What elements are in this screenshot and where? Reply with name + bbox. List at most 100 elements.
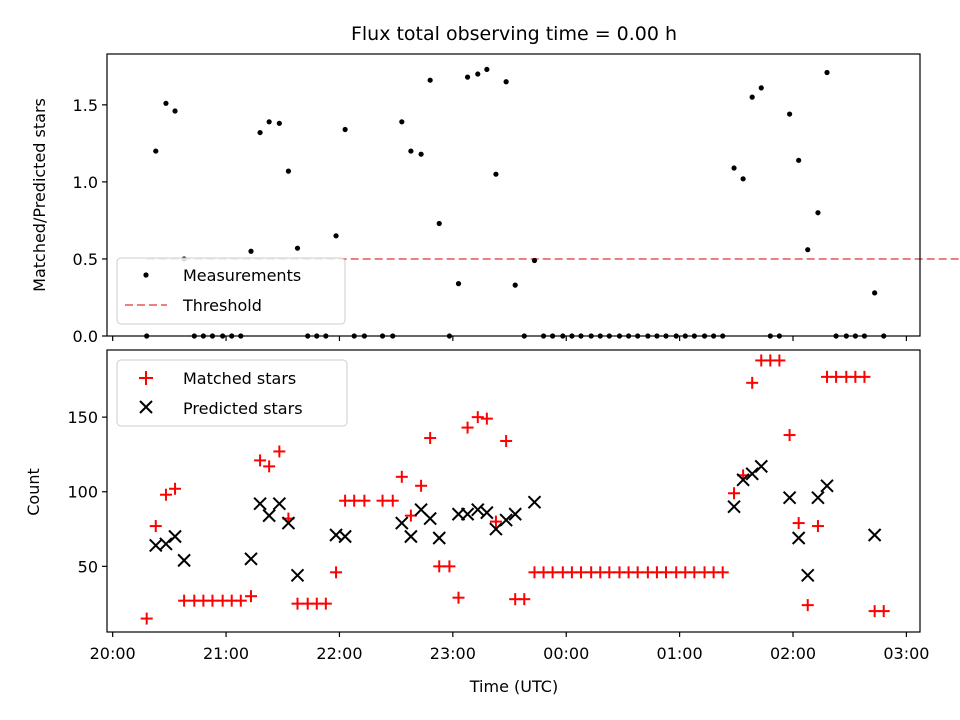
matched-star-point <box>801 599 814 612</box>
matched-star-point <box>783 429 796 442</box>
predicted-star-point <box>811 491 825 505</box>
matched-star-point <box>773 354 786 367</box>
matched-star-point <box>348 494 361 507</box>
measurement-point <box>408 148 414 154</box>
matched-star-point <box>792 517 805 530</box>
measurement-point <box>872 290 878 296</box>
matched-star-point <box>746 376 759 389</box>
measurement-point <box>436 220 442 227</box>
matched-star-point <box>811 520 824 533</box>
matched-star-point <box>319 597 332 610</box>
top-y-axis-label: Matched/Predicted stars <box>30 98 49 292</box>
top-plot-frame <box>106 53 921 337</box>
predicted-star-point <box>782 491 797 505</box>
matched-star-point <box>480 412 493 425</box>
legend-matched-marker <box>139 371 153 385</box>
bottom-y-tick-label: 100 <box>67 483 98 502</box>
matched-star-point <box>149 520 162 533</box>
predicted-star-point <box>338 529 352 544</box>
legend-measurements-label: Measurements <box>183 266 301 285</box>
measurement-point <box>731 165 737 171</box>
measurement-point <box>464 74 471 80</box>
matched-star-point <box>489 515 502 528</box>
predicted-star-point <box>432 531 446 545</box>
matched-star-point <box>424 432 437 445</box>
predicted-star-point <box>272 496 287 511</box>
matched-star-point <box>395 470 408 483</box>
matched-star-point <box>178 594 191 607</box>
top-y-tick-label: 0.5 <box>73 250 98 269</box>
measurement-point <box>418 151 424 157</box>
x-tick-label: 20:00 <box>90 644 136 663</box>
measurement-point <box>503 79 509 85</box>
matched-star-point <box>159 488 172 501</box>
matched-star-point <box>245 590 258 603</box>
predicted-star-point <box>262 508 276 523</box>
x-tick-label: 03:00 <box>883 644 929 663</box>
measurement-point <box>824 69 830 76</box>
measurement-point <box>333 233 339 239</box>
legend-matched-label: Matched stars <box>183 369 296 388</box>
x-tick-label: 22:00 <box>316 644 362 663</box>
bottom-plot-frame <box>106 349 921 633</box>
top-y-tick-label: 0.0 <box>73 327 98 346</box>
top-y-ticks: 0.0 0.5 1.0 1.5 <box>73 96 107 346</box>
top-y-tick-label: 1.0 <box>73 173 98 192</box>
matched-star-point <box>443 560 456 573</box>
count-series <box>140 354 890 625</box>
matched-star-point <box>631 566 644 579</box>
measurement-point <box>455 281 462 287</box>
measurement-point <box>475 71 481 77</box>
measurement-point <box>427 77 433 83</box>
matched-star-point <box>415 479 428 492</box>
predicted-star-point <box>460 507 475 521</box>
predicted-star-point <box>499 513 513 527</box>
chart-title: Flux total observing time = 0.00 h <box>351 23 677 45</box>
x-tick-label: 02:00 <box>770 644 816 663</box>
matched-star-point <box>518 593 531 606</box>
matched-star-point <box>273 445 286 458</box>
legend-predicted-marker <box>139 400 153 414</box>
matched-star-point <box>404 509 417 522</box>
measurement-point <box>815 210 821 216</box>
matched-star-point <box>500 435 513 448</box>
predicted-star-point <box>820 479 834 493</box>
predicted-star-point <box>736 473 750 487</box>
predicted-star-point <box>290 568 305 583</box>
matched-star-point <box>140 612 153 625</box>
predicted-star-point <box>168 529 182 544</box>
top-y-tick-label: 1.5 <box>73 96 98 115</box>
matched-star-point <box>452 591 465 604</box>
predicted-star-point <box>754 459 768 474</box>
x-tick-label: 01:00 <box>657 644 703 663</box>
matched-star-point <box>574 566 587 579</box>
top-legend: Measurements Threshold <box>116 257 346 325</box>
matched-star-point <box>546 566 559 579</box>
matched-star-point <box>330 566 343 579</box>
measurement-point <box>153 148 159 154</box>
matched-star-point <box>858 370 871 383</box>
bottom-y-tick-label: 50 <box>78 557 98 576</box>
matched-star-point <box>254 454 267 467</box>
measurement-point <box>342 126 348 133</box>
matched-star-point <box>376 494 389 507</box>
predicted-star-point <box>253 496 267 511</box>
measurement-point <box>257 129 263 136</box>
matched-star-point <box>830 370 843 383</box>
measurement-point <box>740 176 746 182</box>
matched-star-point <box>471 411 484 424</box>
bottom-y-tick-label: 150 <box>67 408 98 427</box>
measurement-point <box>248 248 254 254</box>
measurement-point <box>285 168 292 174</box>
measurement-point <box>163 100 169 106</box>
matched-star-point <box>206 594 219 607</box>
predicted-star-point <box>867 528 882 542</box>
predicted-star-point <box>727 499 741 514</box>
predicted-star-point <box>801 568 815 583</box>
measurement-point <box>399 119 405 125</box>
measurement-point <box>172 108 178 114</box>
measurement-point <box>266 119 272 125</box>
predicted-star-point <box>177 553 191 568</box>
measurement-point <box>805 247 811 253</box>
